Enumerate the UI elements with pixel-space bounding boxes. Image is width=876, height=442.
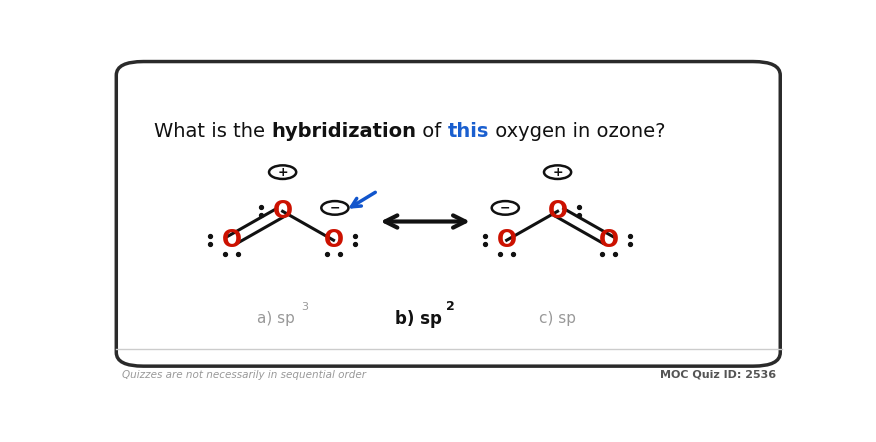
Text: O: O [272,199,293,223]
Text: What is the: What is the [153,122,271,141]
Text: O: O [222,228,242,252]
Text: oxygen in ozone?: oxygen in ozone? [489,122,665,141]
Text: this: this [448,122,489,141]
Text: +: + [278,166,288,179]
Text: a) sp: a) sp [257,311,294,326]
Text: MOC Quiz ID: 2536: MOC Quiz ID: 2536 [660,370,776,380]
Text: b) sp: b) sp [395,309,442,328]
Text: O: O [323,228,343,252]
Text: −: − [500,202,511,214]
Text: of: of [416,122,448,141]
Text: O: O [497,228,517,252]
Text: Quizzes are not necessarily in sequential order: Quizzes are not necessarily in sequentia… [122,370,365,380]
FancyBboxPatch shape [117,61,781,366]
Text: hybridization: hybridization [271,122,416,141]
Text: −: − [329,202,340,214]
Text: O: O [548,199,568,223]
Text: 2: 2 [446,300,455,313]
Text: c) sp: c) sp [539,311,576,326]
Text: 3: 3 [301,301,308,312]
Text: +: + [552,166,563,179]
Text: O: O [598,228,618,252]
